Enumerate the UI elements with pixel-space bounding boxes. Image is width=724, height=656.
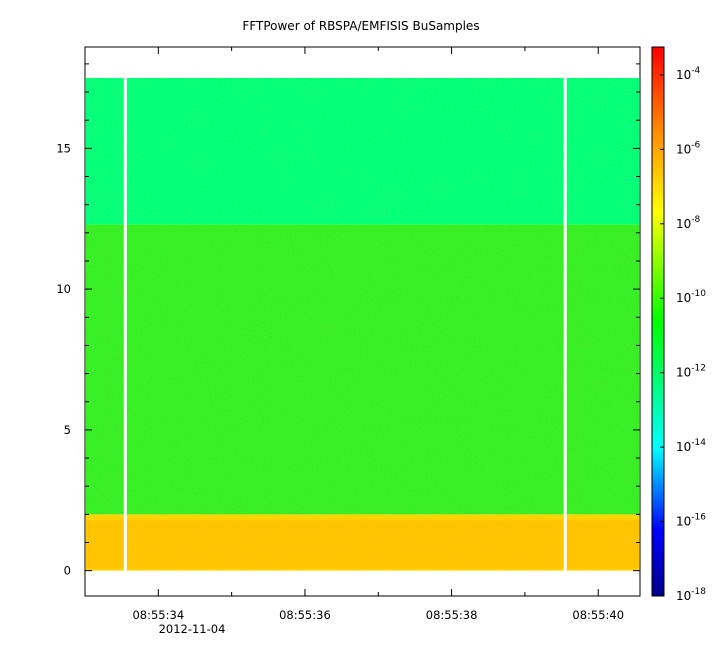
colorbar-gradient: [652, 47, 664, 596]
colorbar-tick-label: 10-14: [676, 438, 706, 454]
y-tick-label: 0: [64, 564, 71, 578]
plot-area: [84, 46, 641, 597]
y-axis: 0 5 10 15: [56, 63, 640, 578]
x-tick-label: 08:55:40: [572, 608, 624, 622]
x-date-label: 2012-11-04: [159, 622, 226, 636]
colorbar-tick-label: 10-6: [676, 140, 701, 156]
colorbar-tick-label: 10-16: [676, 513, 706, 529]
x-tick-label: 08:55:36: [279, 608, 331, 622]
y-tick-label: 15: [56, 141, 71, 155]
x-tick-label: 08:55:38: [426, 608, 478, 622]
x-tick-label: 08:55:34: [132, 608, 184, 622]
low-band-intensity: [86, 520, 639, 569]
spectrum-noise-texture: [86, 77, 639, 571]
chart-title: FFTPower of RBSPA/EMFISIS BuSamples: [242, 19, 479, 33]
y-tick-label: 5: [64, 423, 71, 437]
data-gap-0: [123, 76, 127, 572]
colorbar: 10-4 10-6 10-8 10-10 10-12 10-14 10-16 10-18: [651, 46, 706, 603]
colorbar-tick-label: 10-12: [676, 364, 706, 380]
colorbar-tick-label: 10-10: [676, 289, 706, 305]
x-axis: 08:55:34 08:55:36 08:55:38 08:55:40: [84, 47, 624, 622]
colorbar-tick-label: 10-18: [676, 587, 706, 603]
y-tick-label: 10: [56, 282, 71, 296]
colorbar-tick-label: 10-4: [676, 66, 701, 82]
colorbar-tick-label: 10-8: [676, 215, 701, 231]
data-gap-1: [563, 76, 567, 572]
